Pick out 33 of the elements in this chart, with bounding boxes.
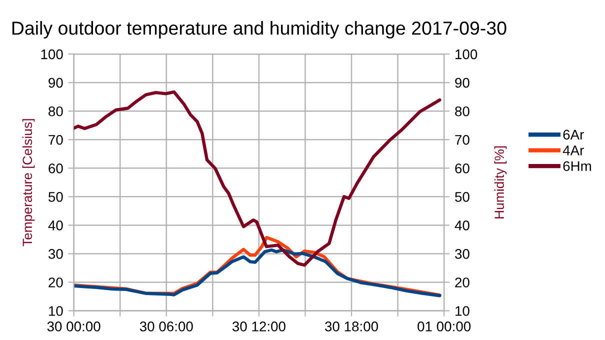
y2-tick-label: 50 <box>455 192 470 202</box>
legend-label: 6Ar <box>563 130 584 140</box>
y2-tick-label: 60 <box>455 163 470 174</box>
x-tick-label: 30 18:00 <box>325 322 378 332</box>
y2-tick-label: 80 <box>455 106 470 116</box>
y2-tick-label: 40 <box>454 220 470 230</box>
y2-tick-label: 100 <box>456 49 478 60</box>
y-tick-label: 90 <box>48 78 63 88</box>
y2-tick-label: 70 <box>455 134 470 145</box>
y-tick-label: 40 <box>48 220 63 230</box>
y2-tick-label: 30 <box>455 249 470 259</box>
x-tick-label: 30 12:00 <box>232 322 286 332</box>
y-axis-title: Temperature [Celsius] <box>22 119 35 246</box>
y-tick-label: 30 <box>48 249 63 259</box>
y-tick-label: 100 <box>41 49 63 60</box>
y2-axis-title: Humidity [%] <box>494 146 507 218</box>
y-tick-label: 80 <box>48 106 63 116</box>
line-series <box>74 248 442 298</box>
y2-tick-label: 10 <box>456 306 470 316</box>
y-tick-label: 20 <box>48 278 63 288</box>
legend-label: 6Hm <box>563 161 591 172</box>
x-tick-label: 01 00:00 <box>418 322 471 332</box>
x-tick-label: 30 00:00 <box>47 322 100 332</box>
line-series <box>74 90 442 267</box>
y2-tick-label: 20 <box>455 278 470 288</box>
y2-tick-label: 90 <box>455 78 470 88</box>
y-tick-label: 50 <box>48 192 63 202</box>
chart-title: Daily outdoor temperature and humidity change 2017-09-30 <box>12 21 506 39</box>
x-tick-label: 30 06:00 <box>140 322 193 332</box>
y-tick-label: 10 <box>49 306 63 316</box>
legend-label: 4Ar <box>562 146 584 156</box>
y-tick-label: 70 <box>48 134 63 145</box>
y-tick-label: 60 <box>48 163 63 174</box>
